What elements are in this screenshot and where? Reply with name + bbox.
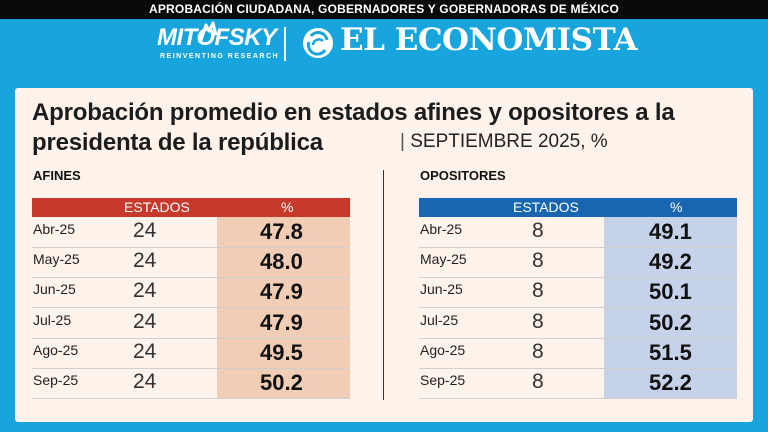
- table-row: May-25 8 49.2: [419, 247, 737, 279]
- row-estados: 8: [532, 339, 544, 363]
- top-banner: APROBACIÓN CIUDADANA, GOBERNADORES Y GOB…: [0, 0, 768, 19]
- el-economista-logo-text: EL ECONOMISTA: [340, 22, 638, 58]
- row-month: Ago-25: [420, 341, 466, 358]
- el-economista-logo-icon: [303, 28, 333, 58]
- table-row: Sep-25 8 52.2: [419, 368, 737, 399]
- row-month: Abr-25: [420, 221, 463, 237]
- chart-title: Aprobación promedio en estados afines y …: [32, 98, 732, 158]
- table-row: Jul-25 8 50.2: [419, 308, 737, 339]
- table-row: May-25 24 48.0: [32, 247, 350, 279]
- row-month: Ago-25: [33, 341, 79, 358]
- row-month: May-25: [33, 251, 80, 268]
- row-percent: 48.0: [260, 249, 303, 275]
- mitofsky-logo-icon: [198, 21, 218, 44]
- row-month: May-25: [420, 251, 467, 268]
- row-estados: 8: [532, 279, 544, 303]
- row-percent: 51.5: [649, 339, 692, 365]
- section-label-opositores: OPOSITORES: [420, 168, 506, 183]
- row-estados: 24: [133, 279, 157, 303]
- row-estados: 24: [133, 339, 157, 363]
- row-month: Sep-25: [33, 372, 79, 388]
- chart-title-text: Aprobación promedio en estados afines y …: [32, 99, 675, 156]
- row-month: Jun-25: [420, 281, 463, 298]
- table-row: Ago-25 24 49.5: [32, 338, 350, 369]
- row-month: Sep-25: [420, 372, 466, 388]
- brand-divider: [284, 27, 286, 61]
- row-month: Jul-25: [33, 311, 72, 328]
- table-header: ESTADOS %: [32, 198, 350, 217]
- table-row: Ago-25 8 51.5: [419, 338, 737, 369]
- row-percent: 50.1: [649, 279, 692, 305]
- table-row: Abr-25 8 49.1: [419, 217, 737, 248]
- row-estados: 24: [133, 370, 157, 393]
- row-percent: 49.5: [260, 339, 303, 365]
- header-estados: ESTADOS: [513, 199, 579, 215]
- section-label-afines: AFINES: [33, 168, 81, 183]
- row-estados: 24: [133, 309, 157, 333]
- row-percent: 50.2: [260, 370, 303, 395]
- row-percent: 52.2: [649, 370, 692, 395]
- header-percent: %: [281, 199, 294, 215]
- row-estados: 8: [532, 219, 544, 242]
- row-percent: 50.2: [649, 309, 692, 335]
- row-month: Jul-25: [420, 311, 459, 328]
- table-row: Jun-25 24 47.9: [32, 277, 350, 309]
- chart-subtitle-wrap: | SEPTIEMBRE 2025, %: [400, 131, 608, 153]
- row-estados: 24: [133, 249, 157, 273]
- table-row: Jul-25 24 47.9: [32, 308, 350, 339]
- row-percent: 47.8: [260, 219, 303, 244]
- row-percent: 47.9: [260, 309, 303, 335]
- row-estados: 8: [532, 249, 544, 273]
- row-estados: 24: [133, 219, 157, 242]
- row-percent: 49.1: [649, 219, 692, 244]
- mitofsky-logo-text: MITOFSKY: [157, 24, 277, 51]
- table-row: Sep-25 24 50.2: [32, 368, 350, 399]
- row-percent: 49.2: [649, 249, 692, 275]
- table-row: Abr-25 24 47.8: [32, 217, 350, 248]
- section-divider: [383, 170, 384, 400]
- header-percent: %: [670, 199, 683, 215]
- row-month: Abr-25: [33, 221, 76, 237]
- subtitle-separator: |: [400, 131, 411, 152]
- mitofsky-tagline: REINVENTING RESEARCH: [160, 53, 280, 60]
- header-estados: ESTADOS: [124, 199, 190, 215]
- row-month: Jun-25: [33, 281, 76, 298]
- table-row: Jun-25 8 50.1: [419, 277, 737, 309]
- row-percent: 47.9: [260, 279, 303, 305]
- row-estados: 8: [532, 370, 544, 393]
- chart-subtitle: SEPTIEMBRE 2025, %: [410, 131, 608, 152]
- table-header: ESTADOS %: [419, 198, 737, 217]
- row-estados: 8: [532, 309, 544, 333]
